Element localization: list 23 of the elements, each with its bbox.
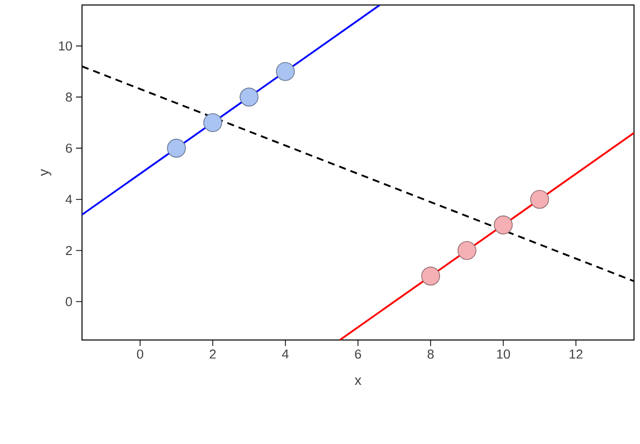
point xyxy=(167,138,186,158)
x-tick-label: 4 xyxy=(282,350,289,358)
y-tick-label: 2 xyxy=(66,246,72,256)
x-tick-label: 10 xyxy=(497,350,510,359)
point xyxy=(203,113,222,132)
point xyxy=(458,241,476,260)
y-tick-label: 8 xyxy=(66,92,72,102)
x-tick-label: 12 xyxy=(570,350,582,359)
y-tick-label: 6 xyxy=(66,144,72,153)
point xyxy=(240,88,258,106)
x-tick-label: 2 xyxy=(210,350,216,359)
y-tick-label: 0 xyxy=(66,297,72,306)
x-tick-label: 0 xyxy=(137,350,144,359)
x-tick-label: 6 xyxy=(355,350,362,359)
point xyxy=(421,266,440,286)
x-axis-title: x xyxy=(354,378,362,385)
y-tick-label: 10 xyxy=(59,41,72,50)
point xyxy=(530,190,549,209)
point xyxy=(276,62,295,81)
y-tick-label: 4 xyxy=(66,194,72,204)
point xyxy=(494,216,513,234)
y-axis-title: y xyxy=(40,169,52,176)
x-tick-label: 8 xyxy=(428,350,434,359)
